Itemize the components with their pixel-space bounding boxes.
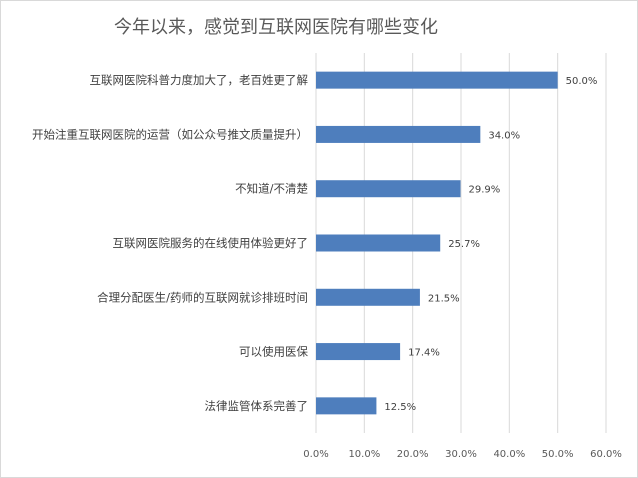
bar [316,343,401,361]
x-tick-label: 20.0% [397,449,429,460]
x-tick-label: 50.0% [542,449,574,460]
bar [316,71,558,89]
data-label: 21.5% [428,293,460,304]
category-label: 开始注重互联网医院的运营（如公众号推文质量提升） [32,127,308,141]
data-label: 17.4% [408,348,440,359]
bar [316,180,461,198]
data-label: 12.5% [384,402,416,413]
data-label: 34.0% [488,130,520,141]
data-label: 29.9% [469,185,501,196]
category-label: 互联网医院科普力度加大了，老百姓更了解 [90,73,309,87]
x-tick-label: 40.0% [493,449,525,460]
x-tick-label: 30.0% [445,449,477,460]
data-label: 25.7% [448,239,480,250]
category-label: 可以使用医保 [239,345,308,359]
bar [316,234,441,252]
category-label: 互联网医院服务的在线使用体验更好了 [113,236,309,250]
x-tick-label: 60.0% [590,449,622,460]
bar [316,125,481,143]
category-label: 合理分配医生/药师的互联网就诊排班时间 [97,290,308,304]
chart-title: 今年以来，感觉到互联网医院有哪些变化 [114,17,438,38]
data-label: 50.0% [566,76,598,87]
x-tick-label: 0.0% [303,449,328,460]
x-tick-label: 10.0% [348,449,380,460]
bar [316,288,420,306]
category-label: 不知道/不清楚 [235,182,308,196]
bar [316,397,377,415]
category-label: 法律监管体系完善了 [205,399,309,413]
